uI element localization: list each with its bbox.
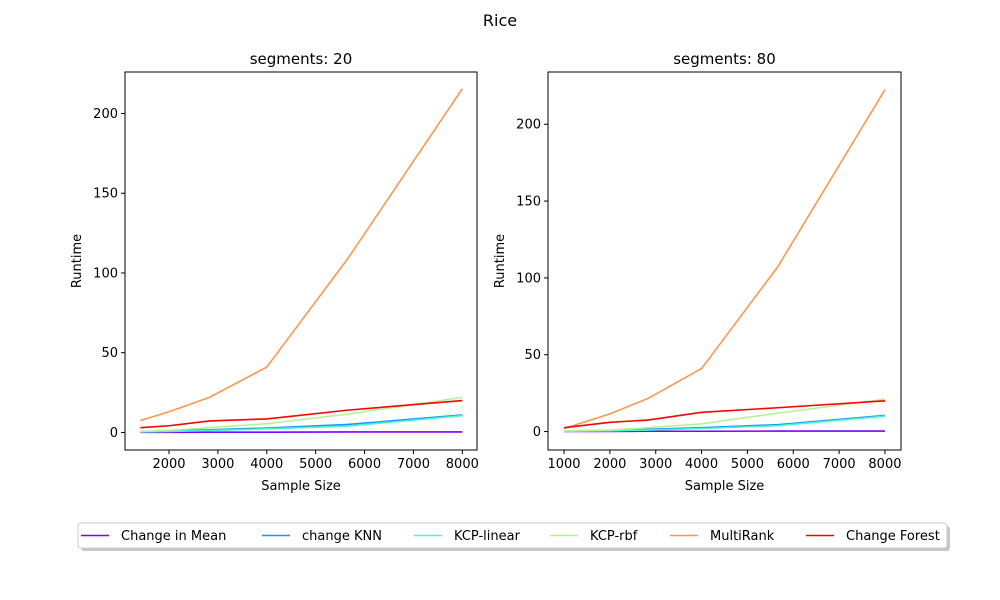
y-axis-label: Runtime (70, 234, 85, 288)
x-tick-label: 7000 (397, 457, 430, 472)
legend-label: Change Forest (846, 529, 940, 544)
x-tick-label: 2000 (152, 457, 185, 472)
y-tick-label: 200 (93, 107, 118, 122)
y-tick-label: 150 (516, 195, 541, 210)
y-tick-label: 100 (93, 266, 118, 281)
series-line-kcp-rbf (564, 398, 886, 432)
y-tick-label: 0 (110, 426, 118, 441)
x-tick-label: 4000 (685, 457, 718, 472)
legend-box (77, 522, 948, 549)
series-line-change-forest (563, 400, 886, 429)
x-axis-label: Sample Size (685, 479, 765, 494)
subplot-title: segments: 20 (250, 50, 353, 68)
legend-label: KCP-linear (454, 529, 521, 544)
y-tick-label: 50 (101, 346, 118, 361)
legend-label: MultiRank (710, 529, 775, 544)
series-group (140, 88, 463, 434)
legend-entry: KCP-rbf (550, 529, 638, 544)
x-tick-label: 1000 (547, 457, 580, 472)
legend-label: Change in Mean (121, 529, 226, 544)
legend: Change in Mean change KNN KCP-linear KCP-rb… (77, 522, 950, 551)
series-line-change-forest (140, 399, 463, 429)
y-tick-label: 200 (516, 118, 541, 133)
x-tick-label: 4000 (250, 457, 283, 472)
legend-label: change KNN (302, 529, 382, 544)
subplot-title: segments: 80 (673, 50, 776, 68)
y-tick-label: 150 (93, 187, 118, 202)
legend-entry: KCP-linear (414, 529, 521, 544)
y-tick-label: 100 (516, 271, 541, 286)
x-tick-label: 5000 (299, 457, 332, 472)
x-tick-label: 6000 (777, 457, 810, 472)
x-tick-label: 3000 (201, 457, 234, 472)
x-tick-label: 5000 (731, 457, 764, 472)
series-line-multirank (140, 88, 463, 422)
series-line-kcp-rbf (140, 396, 463, 433)
y-axis-label: Runtime (493, 234, 508, 288)
series-line-kcp-linear (140, 414, 463, 433)
plot-frame (547, 71, 902, 451)
x-tick-label: 8000 (446, 457, 479, 472)
x-tick-label: 3000 (639, 457, 672, 472)
series-group (563, 89, 886, 433)
figure-title: Rice (483, 11, 517, 30)
legend-entry: MultiRank (670, 529, 775, 544)
legend-entry: change KNN (262, 529, 382, 544)
x-tick-label: 2000 (593, 457, 626, 472)
plot-frame (124, 71, 478, 451)
legend-entry: Change Forest (806, 529, 940, 544)
y-tick-label: 0 (533, 425, 541, 440)
series-line-multirank (563, 89, 886, 430)
legend-entry: Change in Mean (81, 529, 226, 544)
x-tick-label: 6000 (348, 457, 381, 472)
x-axis-label: Sample Size (261, 479, 341, 494)
x-tick-label: 8000 (868, 457, 901, 472)
legend-label: KCP-rbf (590, 529, 638, 544)
y-tick-label: 50 (524, 348, 541, 363)
x-tick-label: 7000 (823, 457, 856, 472)
